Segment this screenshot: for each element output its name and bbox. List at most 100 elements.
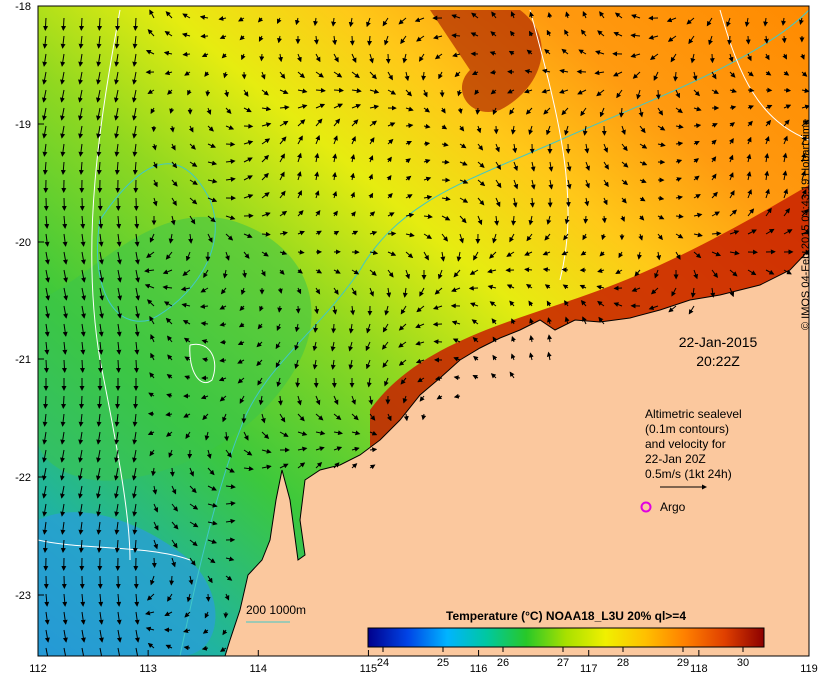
x-tick-label: 119 — [800, 663, 818, 675]
velocity-arrow — [184, 611, 191, 618]
velocity-arrow — [782, 53, 787, 60]
velocity-arrow — [147, 29, 155, 37]
velocity-arrow — [546, 29, 552, 37]
velocity-arrow — [601, 233, 606, 241]
velocity-arrow — [747, 269, 757, 276]
velocity-arrow — [315, 287, 321, 295]
velocity-arrow — [243, 466, 254, 472]
velocity-arrow — [459, 161, 468, 166]
velocity-arrow — [225, 575, 233, 581]
velocity-arrow — [637, 251, 642, 260]
velocity-arrow — [297, 135, 303, 145]
velocity-arrow — [167, 89, 173, 95]
velocity-arrow — [423, 123, 431, 129]
velocity-arrow — [96, 539, 102, 553]
velocity-arrow — [632, 71, 641, 79]
velocity-arrow — [98, 629, 104, 643]
velocity-arrow — [619, 107, 624, 118]
velocity-arrow — [297, 53, 302, 63]
velocity-arrow — [423, 251, 429, 261]
velocity-arrow — [599, 107, 605, 118]
velocity-arrow — [114, 143, 120, 157]
velocity-arrow — [261, 154, 270, 163]
velocity-arrow — [405, 123, 414, 129]
velocity-arrow — [419, 287, 425, 297]
velocity-arrow — [260, 71, 266, 80]
velocity-arrow — [219, 357, 227, 363]
velocity-arrow — [200, 394, 209, 400]
velocity-arrow — [225, 556, 235, 562]
velocity-arrow — [369, 430, 378, 436]
velocity-arrow — [405, 269, 410, 280]
velocity-arrow — [169, 107, 175, 114]
velocity-arrow — [693, 232, 703, 238]
velocity-arrow — [116, 323, 122, 337]
velocity-arrow — [657, 142, 666, 148]
velocity-arrow — [459, 197, 469, 203]
velocity-arrow — [668, 305, 677, 313]
velocity-arrow — [639, 178, 647, 184]
velocity-arrow — [165, 11, 173, 19]
velocity-arrow — [693, 141, 700, 146]
velocity-arrow — [44, 629, 50, 643]
velocity-arrow — [96, 71, 101, 85]
velocity-arrow — [386, 287, 392, 298]
velocity-arrow — [163, 301, 173, 307]
velocity-arrow — [146, 251, 155, 259]
velocity-arrow — [510, 125, 516, 135]
velocity-arrow — [60, 35, 66, 49]
velocity-arrow — [261, 89, 269, 96]
velocity-arrow — [114, 449, 119, 463]
velocity-arrow — [603, 161, 609, 170]
velocity-arrow — [332, 171, 337, 181]
velocity-arrow — [584, 197, 590, 207]
velocity-arrow — [402, 287, 408, 298]
velocity-arrow — [279, 71, 286, 79]
velocity-arrow — [562, 284, 569, 290]
velocity-arrow — [597, 268, 605, 273]
velocity-arrow — [61, 17, 67, 31]
velocity-arrow — [243, 175, 253, 181]
velocity-arrow — [62, 323, 68, 337]
velocity-arrow — [189, 179, 198, 185]
velocity-arrow — [403, 413, 409, 422]
velocity-arrow — [405, 89, 412, 97]
velocity-arrow — [782, 170, 788, 181]
velocity-arrow — [506, 284, 515, 289]
velocity-arrow — [189, 197, 198, 205]
velocity-arrow — [315, 87, 326, 93]
velocity-arrow — [415, 340, 425, 346]
velocity-arrow — [582, 233, 588, 241]
velocity-arrow — [471, 12, 479, 19]
velocity-arrow — [182, 320, 191, 325]
velocity-arrow — [456, 251, 462, 262]
velocity-arrow — [639, 196, 646, 202]
velocity-arrow — [152, 485, 158, 495]
velocity-arrow — [421, 413, 427, 421]
velocity-arrow — [580, 250, 587, 256]
velocity-arrow — [405, 212, 415, 218]
velocity-arrow — [225, 233, 234, 241]
velocity-arrow — [297, 249, 305, 255]
velocity-arrow — [219, 647, 227, 652]
velocity-arrow — [511, 215, 517, 226]
velocity-arrow — [117, 269, 122, 283]
velocity-arrow — [114, 161, 120, 175]
velocity-arrow — [261, 172, 269, 181]
velocity-arrow — [530, 161, 536, 172]
velocity-arrow — [351, 395, 356, 405]
velocity-arrow — [582, 10, 588, 19]
velocity-arrow — [459, 143, 467, 149]
velocity-arrow — [422, 89, 428, 98]
velocity-arrow — [96, 503, 102, 517]
velocity-arrow — [526, 49, 533, 55]
velocity-arrow — [147, 642, 155, 649]
velocity-arrow — [351, 135, 356, 145]
velocity-arrow — [45, 647, 50, 656]
velocity-arrow — [332, 305, 338, 315]
velocity-arrow — [491, 318, 497, 325]
velocity-arrow — [62, 251, 68, 265]
velocity-arrow — [237, 340, 245, 346]
velocity-arrow — [149, 449, 155, 457]
velocity-arrow — [783, 87, 792, 93]
